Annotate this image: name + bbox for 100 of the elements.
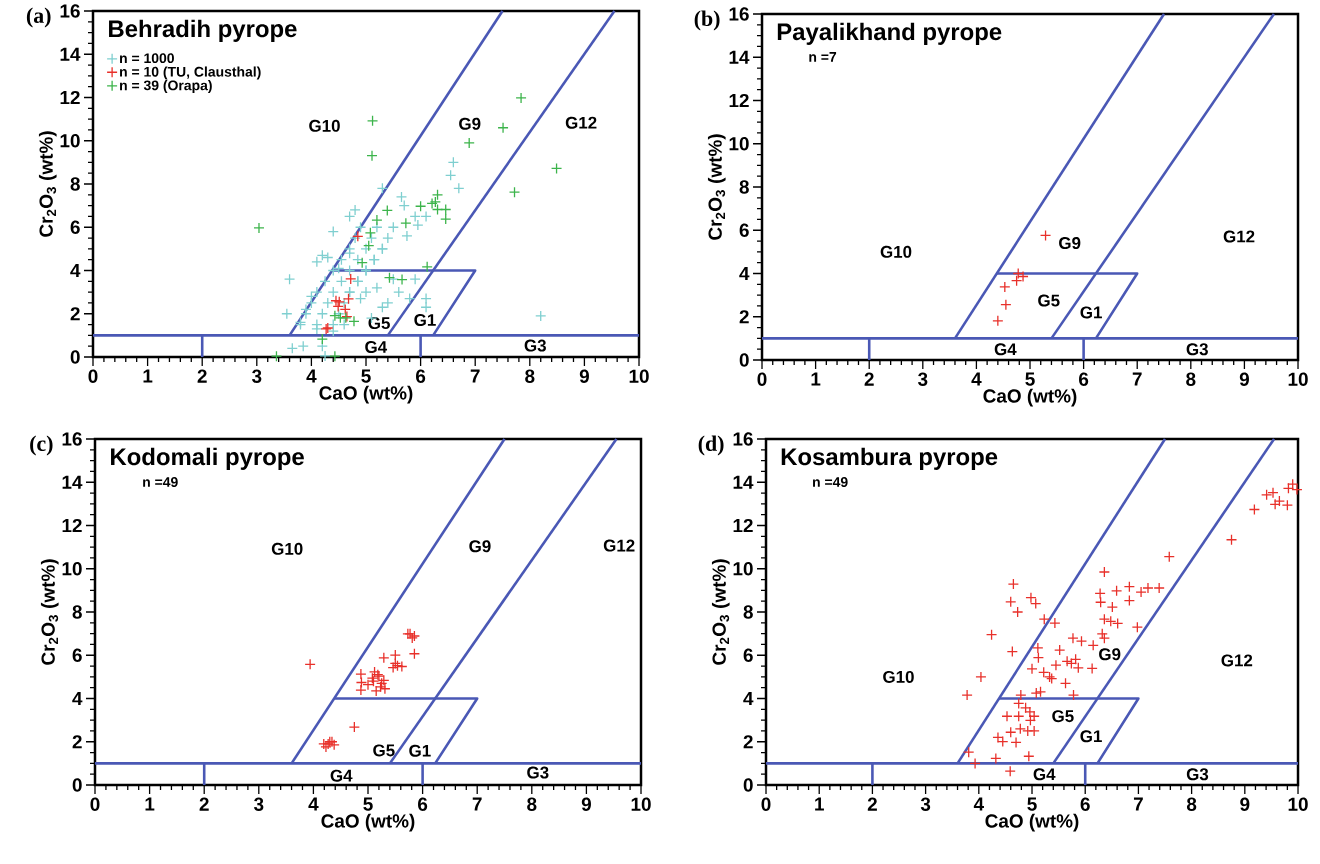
x-tick-label: 0 — [761, 797, 771, 811]
annotation: G3 — [1186, 768, 1209, 781]
x-tick-label: 4 — [308, 797, 319, 811]
x-tick-label: 10 — [1288, 372, 1308, 386]
annotation: G10 — [883, 670, 914, 683]
annotation: G5 — [368, 317, 390, 330]
x-tick-label: 9 — [581, 797, 591, 811]
annotation: G1 — [414, 313, 436, 326]
x-tick-label: 3 — [253, 797, 264, 811]
x-tick-label: 7 — [1132, 372, 1142, 386]
x-tick-label: 2 — [864, 372, 874, 386]
y-tick-label: 14 — [60, 47, 81, 61]
legend-label: n = 10 (TU, Clausthal) — [120, 66, 261, 80]
annotation: G5 — [1052, 710, 1074, 723]
annotation: G10 — [309, 119, 340, 132]
annotation: G3 — [527, 766, 549, 779]
y-tick-label: 12 — [62, 518, 82, 533]
y-tick-label: 14 — [733, 475, 754, 489]
y-tick-label: 2 — [739, 310, 749, 324]
annotation: G9 — [1059, 237, 1081, 250]
y-tick-label: 10 — [733, 562, 753, 576]
annotation: G9 — [459, 117, 481, 130]
annotation: n =49 — [813, 477, 848, 487]
y-tick-label: 12 — [60, 90, 80, 105]
x-tick-label: 3 — [920, 797, 931, 811]
y-tick-label: 4 — [72, 691, 83, 706]
x-tick-label: 8 — [1186, 797, 1197, 811]
x-tick-label: 9 — [579, 369, 589, 383]
x-tick-label: 1 — [145, 797, 155, 811]
x-tick-label: 5 — [1025, 372, 1035, 386]
text: (b) — [694, 10, 720, 31]
x-tick-label: 10 — [631, 797, 651, 811]
annotation: G4 — [1033, 768, 1056, 781]
x-tick-label: 0 — [757, 372, 767, 386]
y-tick-label: 2 — [70, 307, 80, 321]
y-tick-label: 14 — [62, 475, 83, 489]
y-axis-title: Cr$_{2}$O$_{3}$ (wt%) — [40, 559, 59, 665]
x-axis-title: CaO (wt%) — [985, 813, 1079, 832]
annotation: G9 — [1099, 648, 1121, 661]
y-tick-label: 16 — [733, 432, 753, 446]
annotation: G12 — [1223, 230, 1255, 243]
y-axis-title: Cr$_{2}$O$_{3}$ (wt%) — [707, 134, 726, 240]
annotation: G3 — [1186, 343, 1208, 356]
x-tick-label: 1 — [815, 797, 824, 811]
y-tick-label: 0 — [70, 350, 80, 364]
x-tick-label: 7 — [472, 797, 482, 811]
x-tick-label: 7 — [470, 369, 480, 383]
annotation: G3 — [524, 339, 546, 352]
chart-title: Behradih pyrope — [109, 19, 297, 42]
y-tick-label: 14 — [729, 50, 750, 64]
annotation: G1 — [1080, 306, 1102, 319]
y-axis-title: Cr$_{2}$O$_{3}$ (wt%) — [38, 131, 57, 237]
text: (a) — [26, 7, 51, 28]
x-tick-label: 5 — [361, 369, 371, 383]
y-tick-label: 16 — [60, 4, 80, 18]
annotation: G4 — [330, 769, 353, 782]
y-tick-label: 6 — [739, 223, 749, 237]
chart-title: Kosambura pyrope — [781, 447, 998, 470]
x-tick-label: 8 — [1186, 372, 1196, 386]
y-tick-label: 16 — [62, 432, 82, 446]
chart-title: Payalikhand pyrope — [777, 22, 1002, 45]
x-tick-label: 0 — [88, 369, 98, 383]
y-tick-label: 8 — [72, 605, 82, 619]
x-tick-label: 0 — [90, 797, 100, 811]
annotation: n =7 — [809, 52, 837, 62]
chart-title: Kodomali pyrope — [111, 447, 304, 470]
x-tick-label: 2 — [197, 369, 207, 383]
annotation: G12 — [603, 539, 635, 552]
annotation: G9 — [469, 540, 491, 553]
x-tick-label: 2 — [867, 797, 877, 811]
y-tick-label: 10 — [60, 134, 80, 148]
x-tick-label: 5 — [1027, 797, 1037, 811]
text: (d) — [698, 435, 724, 456]
y-tick-label: 4 — [739, 266, 750, 281]
y-tick-label: 0 — [739, 353, 749, 367]
y-axis-title: Cr$_{2}$O$_{3}$ (wt%) — [711, 559, 730, 665]
x-axis-title: CaO (wt%) — [983, 388, 1077, 407]
x-axis-title: CaO (wt%) — [321, 813, 415, 832]
y-tick-label: 6 — [70, 220, 80, 234]
annotation: G12 — [565, 116, 597, 129]
x-tick-label: 4 — [973, 797, 984, 811]
annotation: n =49 — [143, 477, 178, 487]
y-tick-label: 6 — [743, 648, 753, 662]
y-tick-label: 4 — [743, 691, 754, 706]
y-tick-label: 8 — [739, 180, 749, 194]
y-tick-label: 4 — [70, 263, 81, 278]
y-tick-label: 12 — [733, 518, 753, 533]
y-tick-label: 0 — [743, 778, 753, 792]
x-tick-label: 4 — [971, 372, 982, 386]
y-tick-label: 16 — [729, 7, 749, 21]
y-tick-label: 6 — [72, 648, 82, 662]
x-tick-label: 6 — [1079, 372, 1089, 386]
annotation: G10 — [271, 542, 303, 555]
y-tick-label: 0 — [72, 778, 82, 792]
x-tick-label: 7 — [1133, 797, 1143, 811]
annotation: G4 — [994, 343, 1017, 356]
annotation: G5 — [1038, 294, 1060, 307]
annotation: G10 — [880, 245, 912, 258]
x-tick-label: 3 — [251, 369, 262, 383]
x-tick-label: 8 — [527, 797, 537, 811]
